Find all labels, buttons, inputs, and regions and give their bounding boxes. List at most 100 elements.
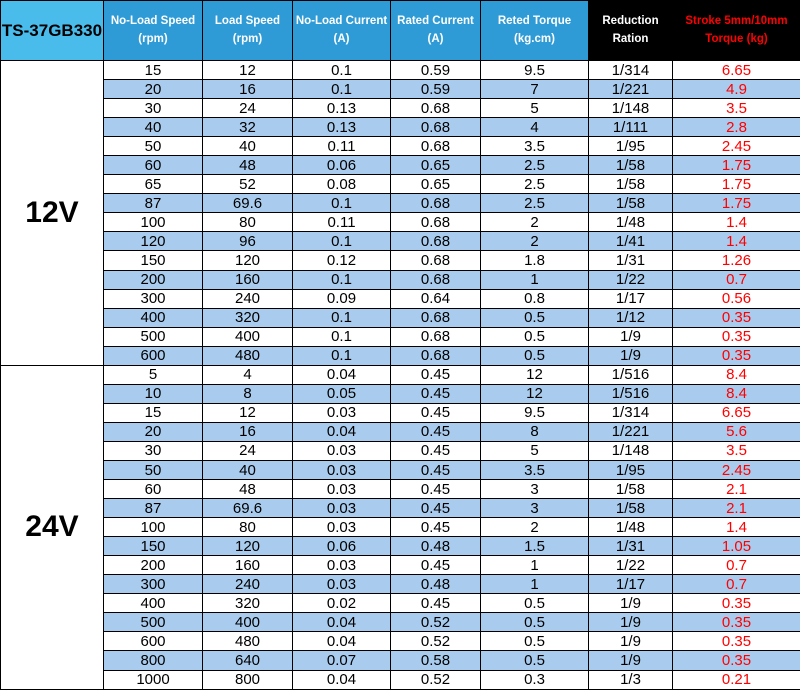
value-cell: 1/17 [588,574,673,595]
value-cell: 8 [202,383,293,404]
table-row: 120 96 0.1 0.68 2 1/41 1.4 [1,231,800,252]
value-cell: 0.68 [390,231,481,252]
value-cell: 1/17 [588,288,673,309]
value-cell: 87 [103,193,203,214]
value-cell: 1/31 [588,536,673,557]
value-cell: 0.5 [480,650,589,671]
value-cell: 15 [103,402,203,423]
value-cell: 600 [103,631,203,652]
table-row: 24V 5 4 0.04 0.45 12 1/516 8.4 [0,364,800,690]
value-cell: 0.45 [390,364,481,385]
value-cell: 0.45 [390,517,481,538]
model-header: TS-37GB330 [0,0,104,61]
value-cell: 48 [202,479,293,500]
value-cell: 0.52 [390,631,481,652]
value-cell: 0.45 [390,593,481,614]
value-cell: 0.59 [390,59,481,81]
table-row: 20 16 0.04 0.45 8 1/221 5.6 [1,421,800,442]
value-cell: 0.8 [480,288,589,309]
value-cell: 2.5 [480,193,589,214]
value-cell: 400 [103,307,203,328]
value-cell: 1/148 [588,98,673,119]
value-cell: 0.45 [390,402,481,423]
value-cell: 5 [103,364,203,385]
value-cell: 0.35 [672,307,800,328]
value-cell: 20 [103,421,203,442]
value-cell: 800 [103,650,203,671]
value-cell: 1/9 [588,326,673,347]
table-row: 87 69.6 0.1 0.68 2.5 1/58 1.75 [1,193,800,214]
value-cell: 1/41 [588,231,673,252]
value-cell: 69.6 [202,498,293,519]
value-cell: 0.5 [480,345,589,366]
value-cell: 0.08 [292,174,391,195]
col-header-line1: Reted Torque [497,15,572,28]
col-header-no-load-current: No-Load Current (A) [292,0,391,61]
table-row: 500 400 0.04 0.52 0.5 1/9 0.35 [1,612,800,633]
value-cell: 2.8 [672,117,800,138]
table-row: 300 240 0.09 0.64 0.8 1/17 0.56 [1,288,800,309]
table-row: 400 320 0.02 0.45 0.5 1/9 0.35 [1,593,800,614]
value-cell: 0.35 [672,326,800,347]
value-cell: 4.9 [672,79,800,100]
value-cell: 1/58 [588,479,673,500]
value-cell: 480 [202,631,293,652]
value-cell: 8.4 [672,383,800,404]
value-cell: 0.45 [390,383,481,404]
value-cell: 100 [103,517,203,538]
table-row: 65 52 0.08 0.65 2.5 1/58 1.75 [1,174,800,195]
value-cell: 1 [480,555,589,576]
table-row: 200 160 0.03 0.45 1 1/22 0.7 [1,555,800,576]
value-cell: 640 [202,650,293,671]
value-cell: 1.8 [480,250,589,271]
value-cell: 0.03 [292,440,391,461]
value-cell: 3.5 [480,136,589,157]
col-header-line1: Stroke 5mm/10mm [685,15,788,28]
table-row: 600 480 0.1 0.68 0.5 1/9 0.35 [1,345,800,366]
value-cell: 0.64 [390,288,481,309]
value-cell: 0.68 [390,345,481,366]
value-cell: 50 [103,459,203,481]
value-cell: 0.35 [672,593,800,614]
value-cell: 9.5 [480,59,589,81]
value-cell: 3.5 [672,98,800,119]
value-cell: 8 [480,421,589,442]
value-cell: 1/516 [588,383,673,404]
value-cell: 0.45 [390,498,481,519]
value-cell: 0.21 [672,669,800,690]
value-cell: 5.6 [672,421,800,442]
value-cell: 0.45 [390,479,481,500]
value-cell: 1/148 [588,440,673,461]
value-cell: 2.1 [672,498,800,519]
value-cell: 240 [202,288,293,309]
table-row: 1000 800 0.04 0.52 0.3 1/3 0.21 [1,669,800,690]
value-cell: 1/516 [588,364,673,385]
value-cell: 0.03 [292,555,391,576]
value-cell: 1.5 [480,536,589,557]
value-cell: 1.05 [672,536,800,557]
value-cell: 1.4 [672,231,800,252]
col-header-line2: (rpm) [138,32,168,45]
value-cell: 0.09 [292,288,391,309]
value-cell: 4 [480,117,589,138]
table-row: 30 24 0.03 0.45 5 1/148 3.5 [1,440,800,461]
value-cell: 6.65 [672,402,800,423]
value-cell: 150 [103,536,203,557]
value-cell: 0.07 [292,650,391,671]
value-cell: 0.1 [292,193,391,214]
value-cell: 0.3 [480,669,589,690]
value-cell: 60 [103,155,203,176]
value-cell: 1/221 [588,421,673,442]
value-cell: 20 [103,79,203,100]
value-cell: 0.68 [390,136,481,157]
col-header-line1: Rated Current [397,15,474,28]
value-cell: 0.5 [480,612,589,633]
table-row: 600 480 0.04 0.52 0.5 1/9 0.35 [1,631,800,652]
table-row: 87 69.6 0.03 0.45 3 1/58 2.1 [1,498,800,519]
value-cell: 1.75 [672,174,800,195]
value-cell: 1/314 [588,59,673,81]
value-cell: 0.03 [292,402,391,423]
value-cell: 1/58 [588,498,673,519]
value-cell: 24 [202,98,293,119]
